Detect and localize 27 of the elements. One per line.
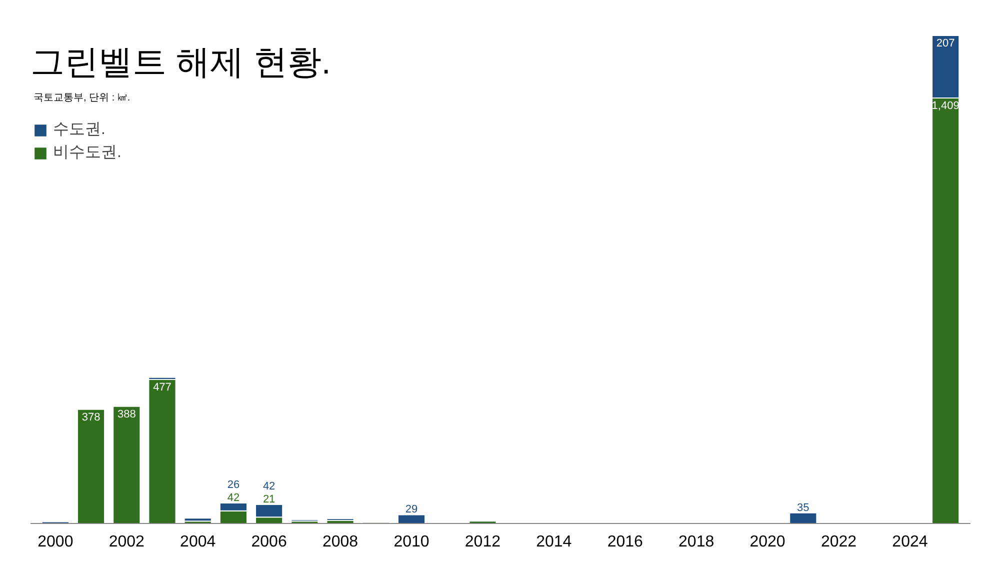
data-label: 388 <box>117 408 136 420</box>
data-label: 42 <box>262 480 276 492</box>
data-label: 26 <box>227 478 240 491</box>
x-tick-label: 2020 <box>750 534 786 550</box>
x-tick-label: 2008 <box>322 534 358 550</box>
x-tick-label: 2016 <box>607 534 644 550</box>
x-tick-label: 2022 <box>820 534 857 550</box>
data-label: 477 <box>153 381 172 394</box>
x-tick-label: 2018 <box>678 534 714 550</box>
x-tick-label: 2024 <box>892 534 928 550</box>
x-tick-label: 2014 <box>536 534 572 550</box>
data-label: 42 <box>227 492 240 504</box>
data-label: 29 <box>405 504 418 516</box>
x-tick-label: 2002 <box>108 534 145 550</box>
x-tick-label: 2012 <box>464 534 501 550</box>
data-label: 378 <box>82 411 100 424</box>
x-tick-label: 2004 <box>180 534 216 550</box>
chart-title: 그린벨트 해제 현황. <box>30 44 331 82</box>
data-label: 35 <box>797 502 810 514</box>
x-tick-label: 2010 <box>394 534 430 550</box>
text: 국토교통부, 단위 : ㎢. <box>34 92 130 104</box>
legend-label: 비수도권. <box>53 143 122 163</box>
data-label: 207 <box>936 38 955 50</box>
x-tick-label: 2000 <box>38 534 74 550</box>
data-label: 21 <box>262 493 276 506</box>
legend-label: 수도권. <box>53 120 106 140</box>
x-tick-label: 2006 <box>251 534 287 550</box>
